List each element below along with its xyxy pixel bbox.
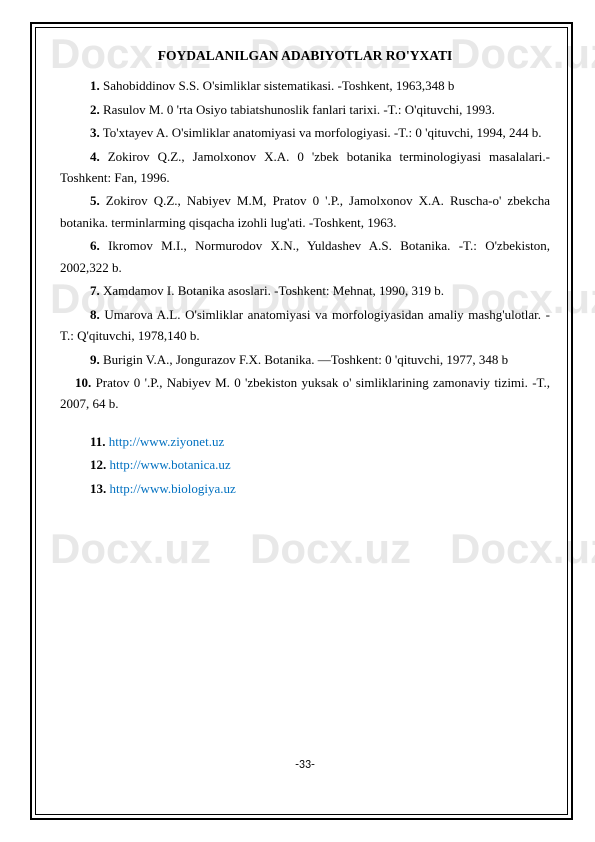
reference-number: 12.	[90, 457, 106, 472]
reference-item: 4. Zokirov Q.Z., Jamolxonov X.A. 0 'zbek…	[60, 146, 550, 189]
reference-text: Zokirov Q.Z., Jamolxonov X.A. 0 'zbek bo…	[60, 149, 550, 185]
reference-item: 5. Zokirov Q.Z., Nabiyev M.M, Pratov 0 '…	[60, 190, 550, 233]
reference-text: Sahobiddinov S.S. O'simliklar sistematik…	[103, 78, 454, 93]
reference-link-item: 12. http://www.botanica.uz	[60, 454, 550, 475]
reference-number: 9.	[90, 352, 100, 367]
reference-item: 9. Burigin V.A., Jongurazov F.X. Botanik…	[60, 349, 550, 370]
reference-item: 10. Pratov 0 '.P., Nabiyev M. 0 'zbekist…	[60, 372, 550, 415]
reference-link-item: 11. http://www.ziyonet.uz	[60, 431, 550, 452]
reference-text: Umarova A.L. O'simliklar anatomiyasi va …	[60, 307, 550, 343]
reference-text: Ikromov M.I., Normurodov X.N., Yuldashev…	[60, 238, 550, 274]
reference-number: 11.	[90, 434, 106, 449]
reference-link-item: 13. http://www.biologiya.uz	[60, 478, 550, 499]
reference-number: 7.	[90, 283, 100, 298]
reference-item: 3. To'xtayev A. O'simliklar anatomiyasi …	[60, 122, 550, 143]
reference-number: 13.	[90, 481, 106, 496]
reference-text: Rasulov M. 0 'rta Osiyo tabiatshunoslik …	[103, 102, 495, 117]
reference-link[interactable]: http://www.biologiya.uz	[110, 481, 236, 496]
reference-item: 6. Ikromov M.I., Normurodov X.N., Yuldas…	[60, 235, 550, 278]
reference-number: 3.	[90, 125, 100, 140]
reference-link[interactable]: http://www.ziyonet.uz	[109, 434, 224, 449]
reference-text: Zokirov Q.Z., Nabiyev M.M, Pratov 0 '.P.…	[60, 193, 550, 229]
reference-item: 1. Sahobiddinov S.S. O'simliklar sistema…	[60, 75, 550, 96]
reference-number: 5.	[90, 193, 100, 208]
reference-number: 8.	[90, 307, 100, 322]
reference-number: 2.	[90, 102, 100, 117]
bibliography-title: FOYDALANILGAN ADABIYOTLAR RO'YXATI	[60, 45, 550, 67]
document-content: FOYDALANILGAN ADABIYOTLAR RO'YXATI 1. Sa…	[60, 45, 550, 782]
reference-text: Burigin V.A., Jongurazov F.X. Botanika. …	[103, 352, 508, 367]
reference-item: 2. Rasulov M. 0 'rta Osiyo tabiatshunosl…	[60, 99, 550, 120]
reference-number: 6.	[90, 238, 100, 253]
reference-item: 7. Xamdamov I. Botanika asoslari. -Toshk…	[60, 280, 550, 301]
reference-number: 4.	[90, 149, 100, 164]
reference-text: To'xtayev A. O'simliklar anatomiyasi va …	[103, 125, 542, 140]
reference-number: 10.	[75, 375, 91, 390]
page-number: -33-	[60, 756, 550, 776]
reference-text: Pratov 0 '.P., Nabiyev M. 0 'zbekiston y…	[60, 375, 550, 411]
reference-text: Xamdamov I. Botanika asoslari. -Toshkent…	[103, 283, 444, 298]
reference-link[interactable]: http://www.botanica.uz	[110, 457, 231, 472]
reference-item: 8. Umarova A.L. O'simliklar anatomiyasi …	[60, 304, 550, 347]
reference-number: 1.	[90, 78, 100, 93]
